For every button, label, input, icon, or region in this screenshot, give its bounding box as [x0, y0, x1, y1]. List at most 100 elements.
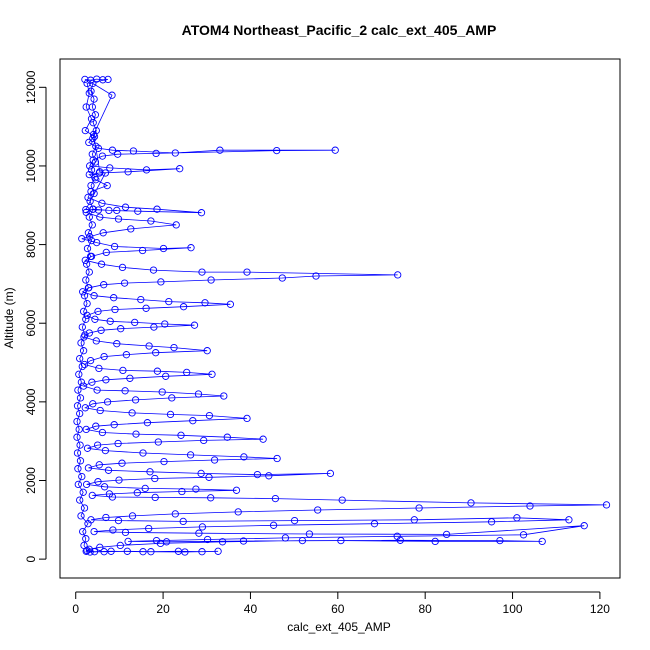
data-point: [326, 469, 335, 478]
data-point: [142, 304, 150, 312]
data-point: [139, 548, 147, 556]
data-point: [194, 390, 203, 398]
data-point: [85, 89, 93, 97]
data-point: [178, 487, 186, 496]
data-point: [149, 266, 158, 274]
data-point: [157, 278, 165, 286]
data-point: [123, 547, 131, 555]
data-point: [205, 411, 214, 420]
data-point: [98, 199, 106, 207]
data-point: [121, 528, 130, 537]
data-point: [394, 271, 402, 279]
data-point: [76, 354, 84, 363]
data-point: [513, 514, 521, 522]
data-point: [114, 516, 123, 525]
data-point: [90, 95, 98, 103]
data-point: [176, 165, 184, 173]
data-point: [234, 508, 242, 516]
data-point: [253, 470, 262, 479]
data-point: [86, 252, 95, 261]
data-point: [150, 323, 158, 331]
data-point: [88, 491, 96, 500]
data-point: [152, 349, 160, 357]
data-point: [100, 281, 108, 289]
data-point: [106, 164, 114, 172]
data-point: [84, 229, 93, 237]
data-point: [131, 396, 140, 404]
data-point: [337, 536, 345, 545]
series-points: [73, 75, 611, 556]
data-point: [95, 461, 103, 469]
data-point: [84, 193, 92, 202]
data-point: [113, 340, 121, 348]
data-point: [86, 233, 94, 241]
data-point: [162, 372, 170, 380]
data-point: [128, 512, 137, 520]
data-point: [93, 386, 101, 394]
data-point: [78, 362, 86, 371]
x-tick-label: 60: [331, 602, 345, 616]
data-point: [147, 548, 155, 556]
data-point: [87, 181, 95, 190]
data-point: [79, 488, 87, 496]
data-point: [94, 478, 102, 486]
data-point: [87, 87, 95, 95]
data-point: [338, 496, 346, 504]
data-point: [95, 364, 103, 373]
data-point: [93, 441, 102, 449]
data-point: [84, 284, 93, 292]
data-point: [198, 523, 207, 531]
data-point: [85, 329, 93, 337]
data-point: [74, 386, 82, 394]
data-point: [159, 244, 168, 253]
x-tick-label: 120: [590, 602, 610, 616]
data-point: [82, 480, 91, 489]
data-point: [195, 529, 203, 537]
data-point: [89, 79, 97, 88]
data-point: [82, 276, 90, 284]
y-tick-label: 2000: [24, 467, 38, 494]
data-point: [243, 268, 251, 276]
data-point: [168, 394, 176, 402]
data-point: [207, 276, 215, 284]
data-point: [220, 392, 228, 400]
y-tick-label: 6000: [24, 310, 38, 337]
data-point: [278, 274, 286, 282]
data-point: [496, 536, 504, 545]
data-point: [96, 213, 104, 221]
data-point: [74, 465, 82, 473]
data-point: [119, 366, 127, 375]
data-point: [187, 244, 195, 252]
data-point: [132, 430, 140, 438]
data-point: [104, 75, 112, 84]
data-point: [76, 457, 85, 465]
x-tick-label: 80: [418, 602, 432, 616]
data-point: [109, 526, 117, 534]
data-point: [161, 320, 169, 328]
chart-title: ATOM4 Northeast_Pacific_2 calc_ext_405_A…: [182, 22, 497, 38]
data-point: [88, 378, 96, 386]
data-point: [102, 513, 110, 522]
y-tick-label: 0: [24, 555, 38, 562]
data-point: [312, 272, 320, 280]
data-point: [100, 483, 109, 491]
data-point: [243, 414, 251, 423]
data-point: [78, 323, 86, 331]
data-point: [171, 149, 179, 157]
data-point: [79, 307, 88, 316]
data-point: [273, 146, 281, 155]
data-point: [90, 292, 98, 300]
data-point: [147, 217, 155, 225]
data-point: [91, 315, 99, 323]
data-point: [172, 221, 180, 229]
data-point: [240, 453, 248, 461]
data-point: [122, 351, 131, 359]
data-point: [154, 438, 162, 446]
data-point: [93, 238, 101, 247]
data-point: [207, 494, 215, 502]
data-point: [108, 91, 116, 99]
y-tick-label: 8000: [24, 231, 38, 258]
data-point: [290, 516, 299, 525]
data-point: [126, 374, 134, 382]
